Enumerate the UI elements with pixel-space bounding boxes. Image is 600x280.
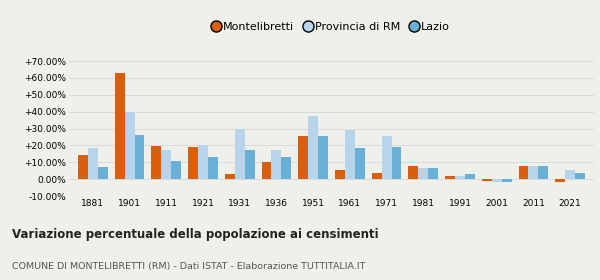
Bar bbox=[125, 112, 134, 179]
Bar bbox=[465, 174, 475, 179]
Bar bbox=[418, 168, 428, 179]
Bar bbox=[335, 170, 345, 179]
Bar bbox=[78, 155, 88, 179]
Bar bbox=[502, 179, 512, 182]
Bar bbox=[382, 136, 392, 179]
Legend: Montelibretti, Provincia di RM, Lazio: Montelibretti, Provincia di RM, Lazio bbox=[208, 17, 455, 36]
Bar bbox=[492, 179, 502, 182]
Bar bbox=[298, 136, 308, 179]
Bar bbox=[281, 157, 291, 179]
Bar bbox=[575, 173, 585, 179]
Bar bbox=[262, 162, 271, 179]
Bar bbox=[134, 135, 145, 179]
Bar bbox=[372, 173, 382, 179]
Bar bbox=[392, 147, 401, 179]
Bar bbox=[355, 148, 365, 179]
Bar bbox=[245, 150, 254, 179]
Bar bbox=[538, 167, 548, 179]
Bar bbox=[151, 146, 161, 179]
Bar bbox=[188, 147, 198, 179]
Bar bbox=[428, 168, 438, 179]
Bar bbox=[161, 150, 171, 179]
Bar bbox=[208, 157, 218, 179]
Bar bbox=[555, 179, 565, 182]
Text: Variazione percentuale della popolazione ai censimenti: Variazione percentuale della popolazione… bbox=[12, 228, 379, 241]
Bar bbox=[235, 129, 245, 179]
Bar bbox=[88, 148, 98, 179]
Bar bbox=[345, 130, 355, 179]
Bar bbox=[171, 160, 181, 179]
Bar bbox=[445, 176, 455, 179]
Bar bbox=[271, 150, 281, 179]
Bar bbox=[518, 166, 529, 179]
Bar bbox=[565, 170, 575, 179]
Bar bbox=[225, 174, 235, 179]
Bar bbox=[318, 136, 328, 179]
Bar bbox=[482, 179, 492, 181]
Bar bbox=[98, 167, 108, 179]
Bar bbox=[409, 167, 418, 179]
Bar bbox=[308, 116, 318, 179]
Text: COMUNE DI MONTELIBRETTI (RM) - Dati ISTAT - Elaborazione TUTTITALIA.IT: COMUNE DI MONTELIBRETTI (RM) - Dati ISTA… bbox=[12, 262, 365, 271]
Bar bbox=[529, 167, 538, 179]
Bar bbox=[198, 144, 208, 179]
Bar bbox=[455, 176, 465, 179]
Bar bbox=[115, 73, 125, 179]
